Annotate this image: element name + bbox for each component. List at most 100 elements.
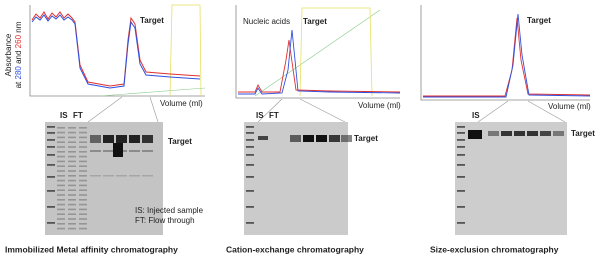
gradient [299,7,373,97]
gel-band [68,203,76,206]
gel-band [129,175,140,177]
gel-band [79,199,87,201]
gel-band [79,136,87,139]
gel-band [457,206,465,208]
peak-label: Nucleic acids [243,17,290,26]
a280-trace [238,29,401,95]
gel-band [246,139,254,141]
gel-band [329,135,340,142]
gel-band [246,126,254,128]
gel-band [79,155,87,158]
lane-label: FT [73,111,83,120]
gel-band [68,141,76,143]
gel-band [142,135,153,143]
gel-band [57,136,65,139]
gel-legend: IS: Injected sample [135,206,204,215]
gel-band [79,146,87,148]
gel-band [47,164,55,166]
gel-band [103,175,114,177]
peak-label: Target [303,17,327,26]
gel-band [57,170,65,172]
gel-band [57,189,65,191]
a260-trace [238,39,401,93]
gel-band [246,206,254,208]
gel-band [79,160,87,163]
band-label: Target [354,134,378,143]
gel-band [68,189,76,191]
fraction-link [477,100,566,123]
gel-band [68,179,76,182]
gel-band [79,141,87,143]
gel-band [79,170,87,172]
gel-band [68,151,76,153]
gel-band [79,175,87,177]
conductivity [254,9,381,97]
gel-band [79,208,87,211]
x-axis-label: Volume (ml) [358,101,401,110]
gel-band [457,126,465,128]
gel-band [457,154,465,156]
gel-band [79,165,87,167]
gel-band [68,131,76,134]
axes [29,5,205,97]
gel-band [47,146,55,148]
gel-band [79,227,87,230]
gel-band [129,150,140,152]
gel-band [57,179,65,182]
lane-label: IS [256,111,264,120]
label-part: at [14,81,23,88]
a260-trace [31,11,201,87]
band-label: Target [168,137,192,146]
gel-band [68,170,76,172]
gel-band [79,203,87,206]
a280-trace [31,14,201,89]
gel-band [246,154,254,156]
gel-band [68,223,76,225]
y-axis-label-detail: at 280 and 260 nm [14,21,23,88]
gel-band [79,218,87,220]
gel-band [57,160,65,163]
gel-band [79,213,87,215]
band-label: Target [571,129,595,138]
gel-band [68,208,76,211]
gel-band [341,135,352,142]
gel-band [47,190,55,192]
lane-label: IS [60,111,68,120]
gel-band [129,135,140,143]
gel-band [57,194,65,196]
gel-band [79,179,87,182]
gel-band [57,127,65,129]
gel-band [468,130,482,139]
gel-band [47,132,55,134]
peak-label: Target [527,16,551,25]
gel-band [246,176,254,178]
gel-band [488,131,499,136]
peak-label: Target [140,16,164,25]
gel-band [68,227,76,230]
gel-band [103,150,114,152]
gel-band [57,146,65,148]
gel-band [79,127,87,129]
gel-band [57,223,65,225]
gel-band [57,141,65,143]
gel-band [68,175,76,177]
gel-band [540,131,551,136]
axes [420,5,590,101]
gel-band [116,135,127,143]
gel-band [68,155,76,158]
x-axis-label: Volume (ml) [548,102,591,111]
caption: Immobilized Metal affinity chromatograph… [5,244,178,254]
gel-band [68,165,76,167]
gel-band [68,146,76,148]
gel-band [47,176,55,178]
gel-band [47,139,55,141]
lane-label: IS [472,111,480,120]
gel-band [47,206,55,208]
gel [455,122,567,235]
y-axis-label: Absorbance [4,33,13,76]
gel-band [527,131,538,136]
gel-band [79,131,87,134]
gel-band [68,199,76,201]
gel-band [514,131,525,136]
